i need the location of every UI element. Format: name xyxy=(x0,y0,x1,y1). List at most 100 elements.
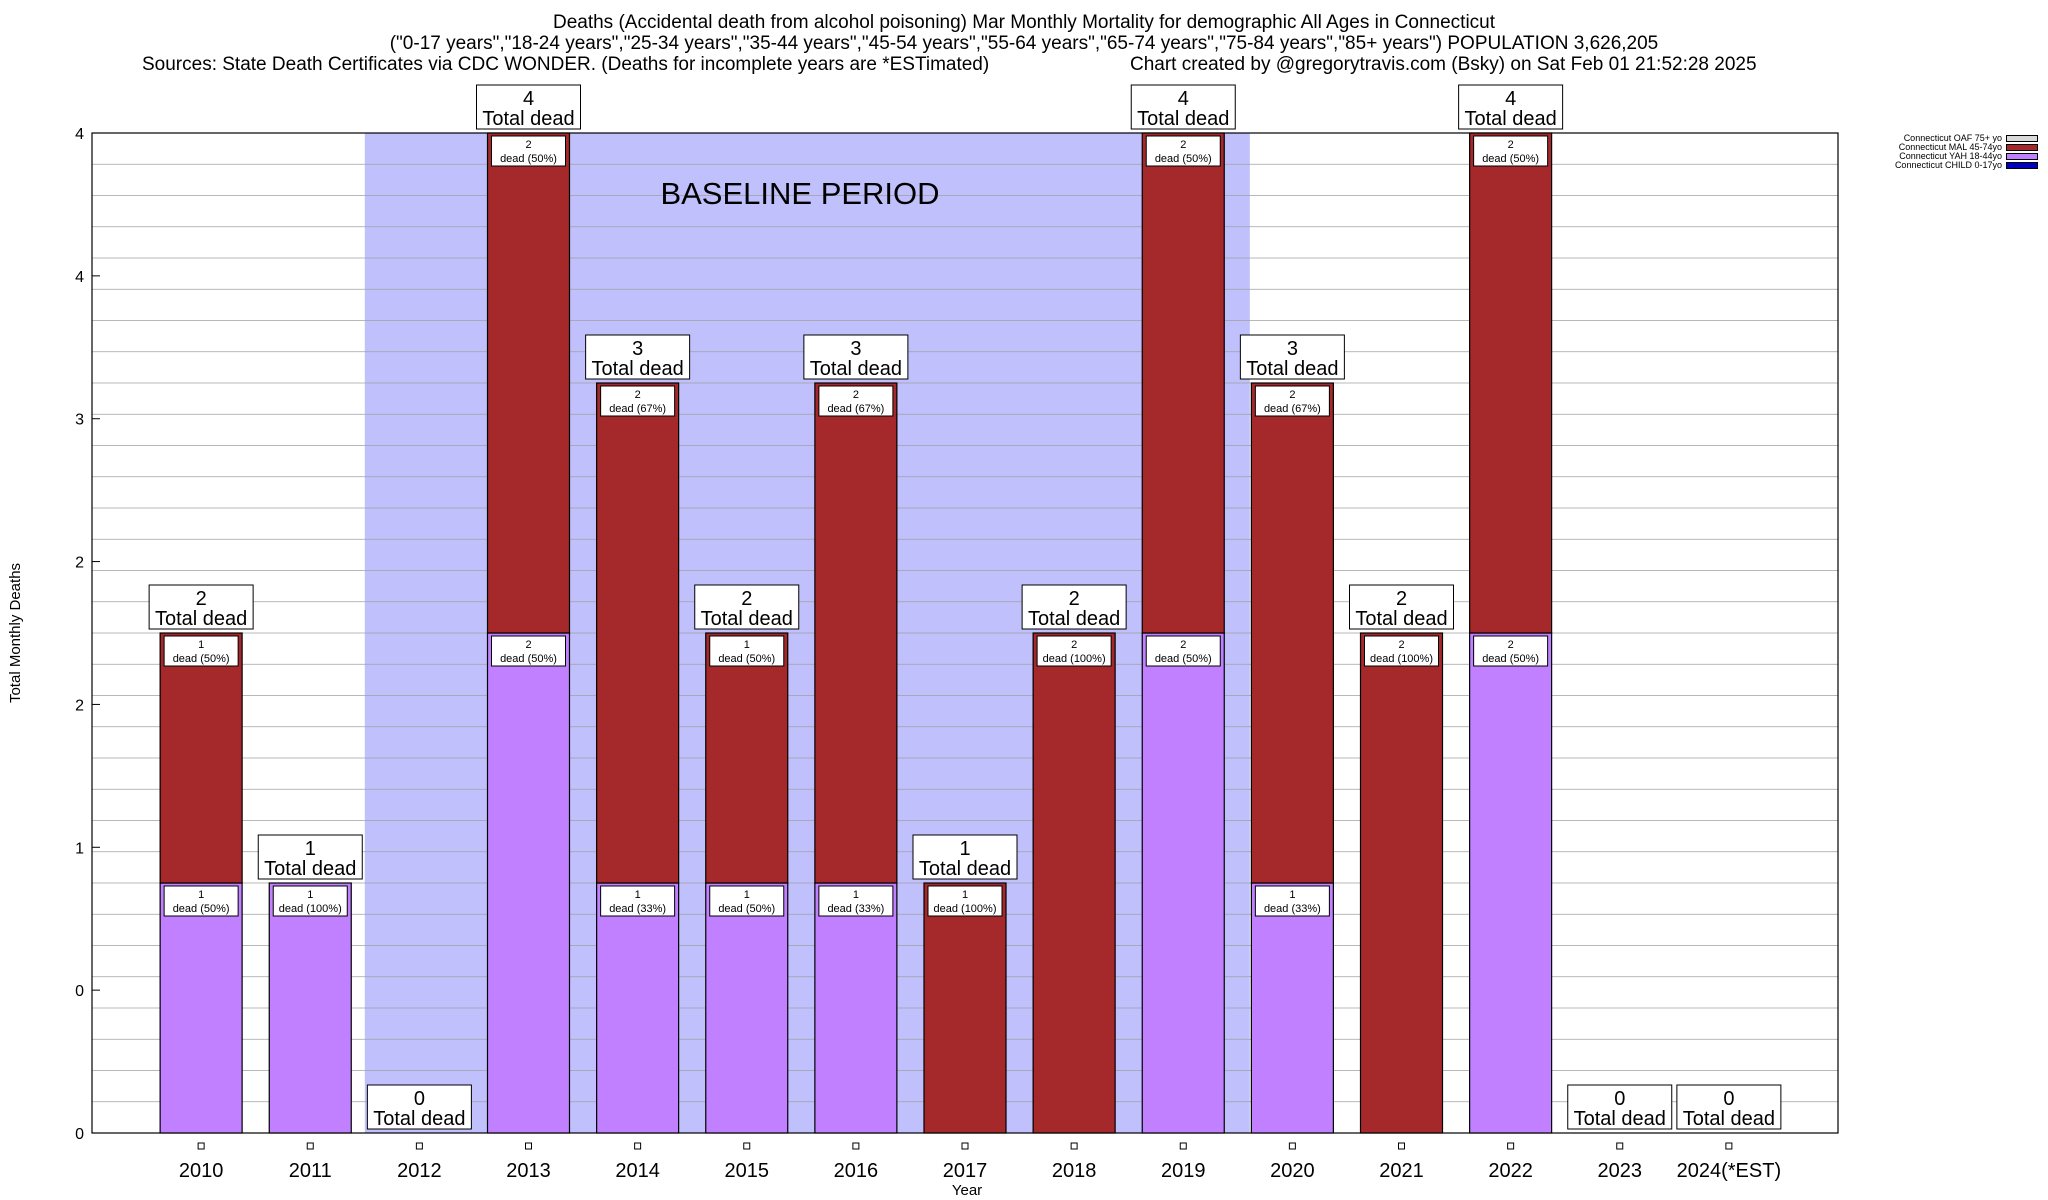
total-value: 2 xyxy=(741,588,752,610)
chart-subtitle: ("0-17 years","18-24 years","25-34 years… xyxy=(389,33,1659,54)
segment-label: dead (50%) xyxy=(718,903,775,915)
total-value: 4 xyxy=(1178,88,1189,110)
baseline-label: BASELINE PERIOD xyxy=(660,176,939,211)
legend-item: Connecticut MAL 45-74yo xyxy=(1899,142,2038,152)
y-tick-label: 4 xyxy=(75,269,84,286)
bar-segment xyxy=(268,882,352,1134)
x-tick-label: 2018 xyxy=(1052,1160,1097,1182)
total-label: Total dead xyxy=(1028,608,1120,630)
segment-value: 2 xyxy=(1180,139,1186,151)
segment-label: dead (50%) xyxy=(1482,153,1539,165)
bar-segment xyxy=(596,382,680,884)
total-label-box xyxy=(1567,1084,1673,1130)
bar-segment xyxy=(1250,882,1334,1134)
total-label-box xyxy=(476,84,581,130)
total-value: 0 xyxy=(414,1088,425,1110)
x-tick-label: 2020 xyxy=(1270,1160,1315,1182)
segment-value: 2 xyxy=(635,389,641,401)
total-label: Total dead xyxy=(1355,608,1447,630)
x-tick-label: 2012 xyxy=(397,1160,442,1182)
legend-swatch xyxy=(2006,134,2038,142)
segment-value: 1 xyxy=(853,889,859,901)
total-value: 3 xyxy=(632,338,643,360)
y-tick-label: 3 xyxy=(75,412,84,429)
bar-segment xyxy=(596,882,680,1134)
x-tick-label: 2022 xyxy=(1488,1160,1533,1182)
segment-label-box xyxy=(1145,135,1221,167)
legend-label: Connecticut YAH 18-44yo xyxy=(1899,151,2002,161)
segment-label-box xyxy=(163,885,239,917)
total-label: Total dead xyxy=(1574,1108,1666,1130)
x-tick-marker xyxy=(1616,1142,1624,1150)
bar-segment xyxy=(159,632,243,884)
x-tick-marker xyxy=(1179,1142,1187,1150)
x-tick-label: 2019 xyxy=(1161,1160,1206,1182)
total-label: Total dead xyxy=(1137,108,1229,130)
total-label-box xyxy=(1676,1084,1782,1130)
x-tick-label: 2016 xyxy=(834,1160,879,1182)
segment-label-box xyxy=(1145,635,1221,667)
legend-swatch xyxy=(2006,152,2038,160)
legend-label: Connecticut MAL 45-74yo xyxy=(1898,142,2002,152)
segment-value: 1 xyxy=(744,889,750,901)
total-label-box xyxy=(1458,84,1564,130)
chart-credit: Chart created by @gregorytravis.com (Bsk… xyxy=(1130,54,1757,75)
x-tick-marker xyxy=(415,1142,423,1150)
segment-label: dead (100%) xyxy=(934,903,997,915)
x-tick-marker xyxy=(1288,1142,1296,1150)
total-value: 0 xyxy=(1723,1088,1734,1110)
segment-label-box xyxy=(600,885,676,917)
total-value: 3 xyxy=(1287,338,1298,360)
legend-label: Connecticut CHILD 0-17yo xyxy=(1894,160,2002,170)
total-label: Total dead xyxy=(701,608,793,630)
segment-value: 2 xyxy=(1508,639,1514,651)
bar-segment xyxy=(1141,132,1225,634)
bar-segment xyxy=(923,882,1007,1134)
segment-label-box xyxy=(491,635,566,667)
x-tick-label: 2024(*EST) xyxy=(1677,1160,1782,1182)
y-tick-label: 0 xyxy=(75,1126,84,1143)
segment-value: 2 xyxy=(1289,389,1295,401)
bar-segment xyxy=(1032,632,1116,1134)
total-label-box xyxy=(1021,584,1127,630)
x-tick-label: 2015 xyxy=(725,1160,770,1182)
segment-value: 1 xyxy=(198,639,204,651)
segment-label: dead (67%) xyxy=(609,403,666,415)
legend-item: Connecticut OAF 75+ yo xyxy=(1904,133,2038,143)
segment-label: dead (33%) xyxy=(1264,903,1321,915)
segment-label-box xyxy=(1364,635,1439,667)
x-tick-label: 2011 xyxy=(289,1160,332,1182)
x-tick-label: 2013 xyxy=(506,1160,551,1182)
x-tick-label: 2010 xyxy=(179,1160,224,1182)
bar-segment xyxy=(1141,632,1225,1134)
total-label: Total dead xyxy=(482,108,574,130)
segment-value: 1 xyxy=(962,889,968,901)
segment-label-box xyxy=(709,635,785,667)
total-label: Total dead xyxy=(919,858,1011,880)
segment-value: 1 xyxy=(198,889,204,901)
segment-value: 2 xyxy=(1071,639,1077,651)
legend-label: Connecticut OAF 75+ yo xyxy=(1903,133,2002,143)
x-tick-marker xyxy=(1070,1142,1078,1150)
x-tick-label: 2021 xyxy=(1379,1160,1424,1182)
legend-swatch xyxy=(2006,161,2038,169)
segment-label-box xyxy=(1036,635,1112,667)
segment-label: dead (33%) xyxy=(827,903,884,915)
total-label-box xyxy=(694,584,800,630)
segment-label: dead (33%) xyxy=(609,903,666,915)
segment-label: dead (67%) xyxy=(1264,403,1321,415)
x-tick-marker xyxy=(1507,1142,1515,1150)
segment-label-box xyxy=(927,885,1003,917)
segment-label: dead (100%) xyxy=(1370,653,1433,665)
bar-segment xyxy=(705,632,789,884)
total-label-box xyxy=(148,584,254,630)
x-tick-label: 2023 xyxy=(1598,1160,1643,1182)
total-label: Total dead xyxy=(1464,108,1556,130)
segment-label: dead (50%) xyxy=(1155,153,1212,165)
segment-label: dead (50%) xyxy=(173,903,230,915)
total-label-box xyxy=(366,1084,472,1130)
bar-segment xyxy=(1250,382,1334,884)
y-axis-label: Total Monthly Deaths xyxy=(7,563,24,703)
segment-label-box xyxy=(491,135,566,167)
bar-segment xyxy=(1359,632,1444,1134)
